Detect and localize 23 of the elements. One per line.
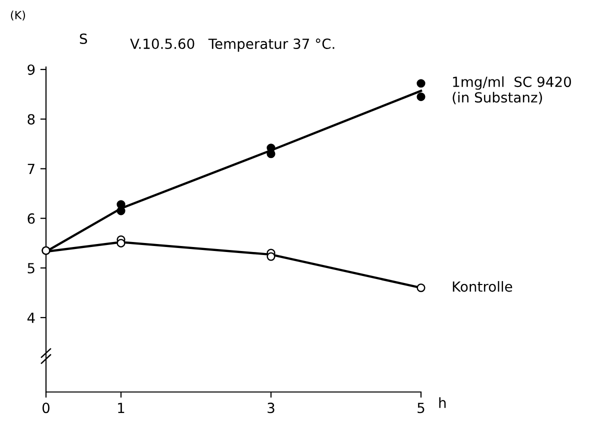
point	[416, 92, 426, 102]
x-tick-label: 5	[418, 402, 424, 414]
point	[416, 284, 426, 292]
x-axis-title: h	[439, 397, 446, 408]
y-tick-label: 4	[27, 312, 35, 323]
point	[266, 252, 276, 261]
y-tick-label: 5	[28, 263, 34, 274]
chart-title: V.10.5.60 Temperatur 37 °C.	[130, 38, 334, 52]
y-tick-label: 9	[28, 64, 35, 75]
y-axis-title: S	[80, 34, 88, 44]
point	[116, 206, 126, 216]
point	[266, 150, 276, 158]
text: Kontrolle	[452, 281, 512, 292]
point	[416, 79, 426, 88]
text: (K)	[10, 10, 25, 21]
y-tick-label: 7	[28, 164, 34, 174]
x-tick-label: 1	[118, 402, 124, 413]
x-tick-label: 3	[268, 402, 274, 414]
text: 1mg/ml SC 9420 (in Substanz)	[452, 76, 571, 104]
y-tick-label: 8	[28, 114, 35, 125]
y-tick-label: 6	[28, 213, 35, 224]
x-tick-label: 0	[42, 402, 50, 414]
point	[116, 238, 126, 248]
